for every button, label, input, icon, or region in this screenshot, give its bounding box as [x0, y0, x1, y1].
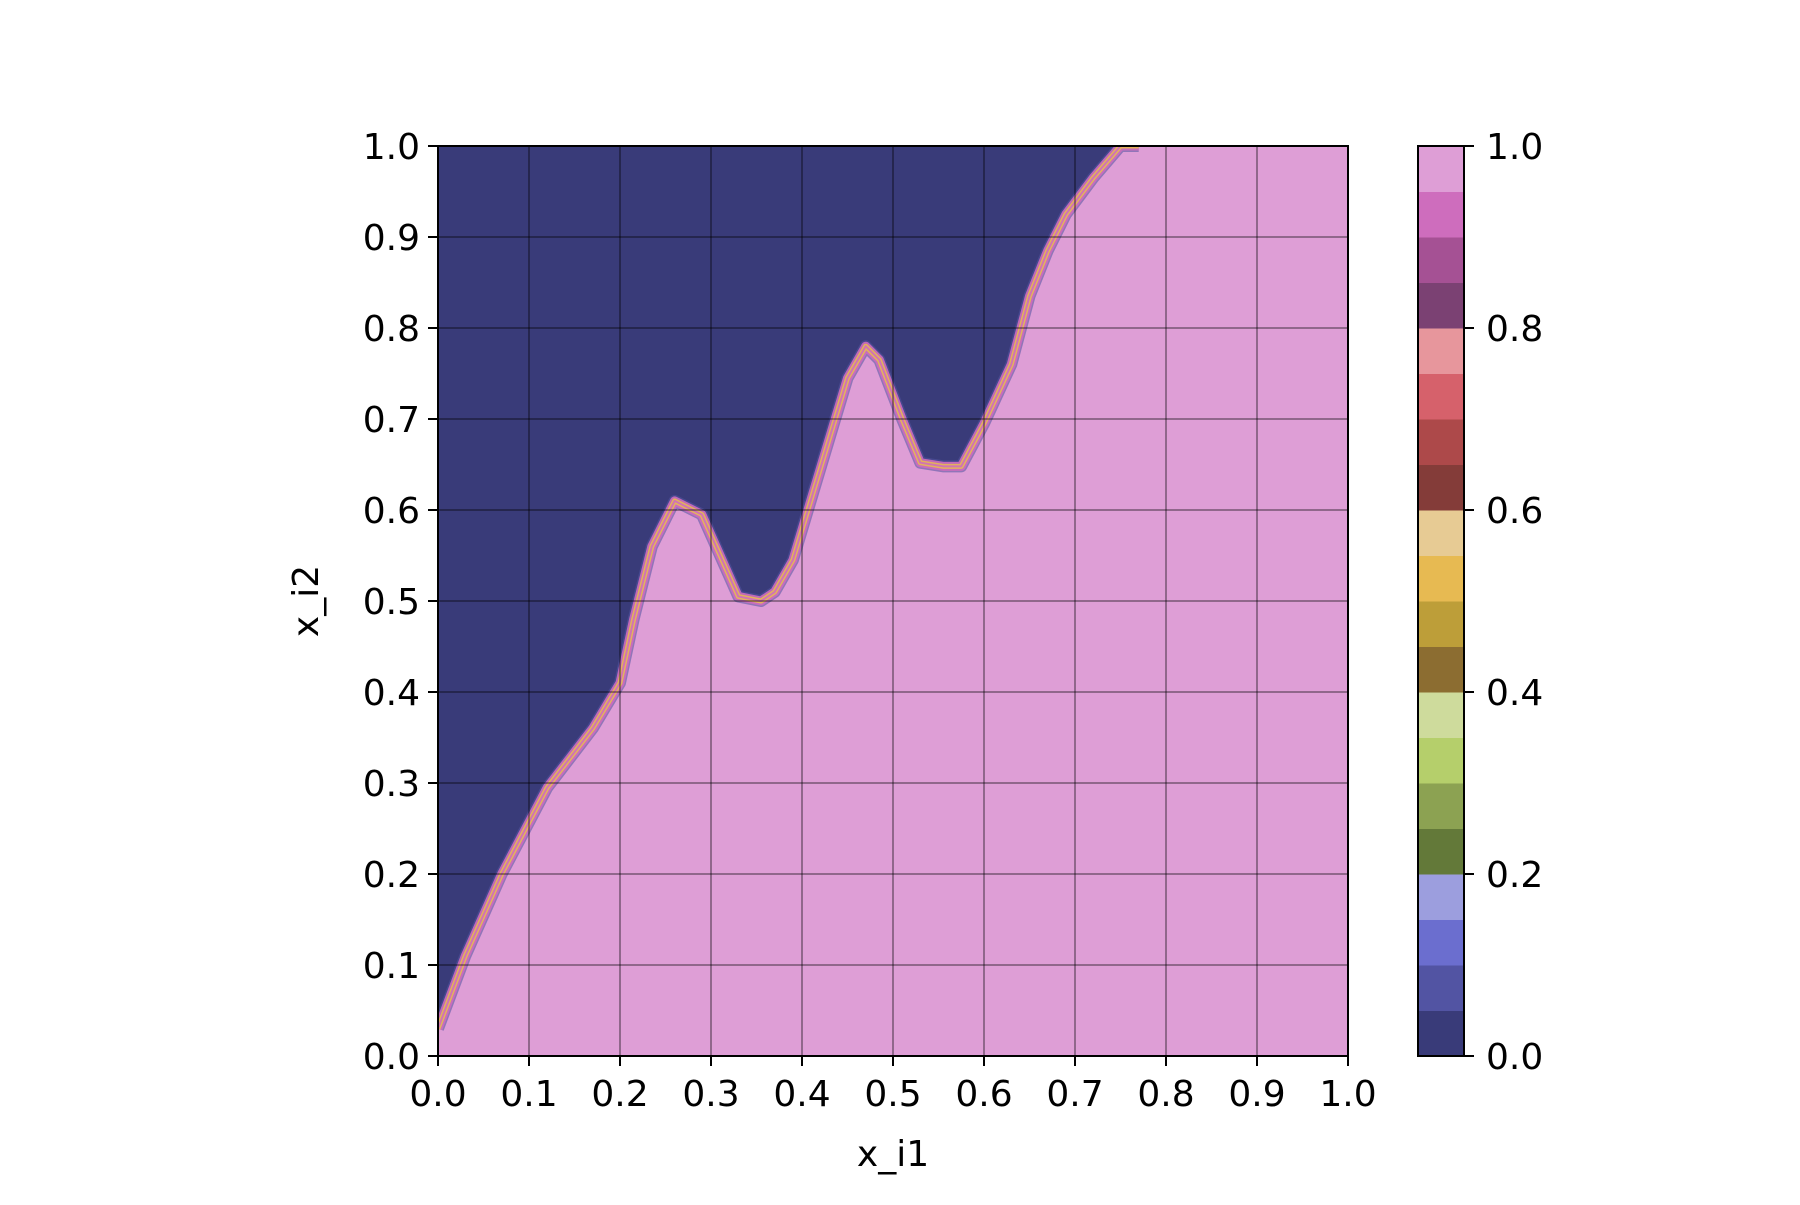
- x-tick-label: 0.2: [591, 1074, 648, 1115]
- x-tick-label: 0.7: [1046, 1074, 1103, 1115]
- y-tick-label: 0.0: [363, 1037, 420, 1078]
- y-tick-label: 0.4: [363, 673, 420, 714]
- y-tick-label: 0.5: [363, 582, 420, 623]
- colorbar-swatch: [1418, 601, 1464, 647]
- colorbar-swatch: [1418, 328, 1464, 374]
- colorbar-tick-label: 0.4: [1486, 673, 1543, 714]
- x-tick-label: 1.0: [1319, 1074, 1376, 1115]
- colorbar-swatch: [1418, 191, 1464, 238]
- x-tick-label: 0.9: [1228, 1074, 1285, 1115]
- colorbar-tick-label: 0.2: [1486, 855, 1543, 896]
- colorbar-swatch: [1418, 828, 1464, 875]
- colorbar-tick-label: 0.6: [1486, 491, 1543, 532]
- colorbar-swatch: [1418, 783, 1464, 829]
- x-tick-label: 0.8: [1137, 1074, 1194, 1115]
- x-tick-label: 0.1: [500, 1074, 557, 1115]
- x-tick-label: 0.3: [682, 1074, 739, 1115]
- y-tick-label: 0.8: [363, 309, 420, 350]
- colorbar-swatch: [1418, 282, 1464, 329]
- colorbar-tick-label: 1.0: [1486, 127, 1543, 168]
- y-axis-label: x_i2: [286, 565, 327, 637]
- region-low: [438, 146, 1139, 1029]
- colorbar-swatch: [1418, 874, 1464, 920]
- colorbar-swatch: [1418, 965, 1464, 1011]
- y-tick-label: 0.3: [363, 764, 420, 805]
- colorbar-swatch: [1418, 1010, 1464, 1057]
- y-tick-label: 0.1: [363, 946, 420, 987]
- plot-area: 0.0 0.1 0.2 0.3 0.4 0.5 0.6 0.7 0.8 0.9 1.0 0.0 0.1 0…: [363, 127, 1377, 1115]
- x-tick-label: 0.5: [864, 1074, 921, 1115]
- y-tick-label: 1.0: [363, 127, 420, 168]
- colorbar-swatch: [1418, 646, 1464, 693]
- y-tick-label: 0.2: [363, 855, 420, 896]
- colorbar-swatch: [1418, 555, 1464, 602]
- colorbar-swatch: [1418, 146, 1464, 192]
- colorbar-tick-label: 0.0: [1486, 1037, 1543, 1078]
- y-tick-label: 0.9: [363, 218, 420, 259]
- colorbar-swatch: [1418, 692, 1464, 738]
- x-axis-label: x_i1: [857, 1134, 929, 1175]
- colorbar-frame: [1417, 145, 1465, 1057]
- colorbar-swatch: [1418, 510, 1464, 556]
- boundary-band: [438, 146, 1139, 1030]
- x-tick-label: 0.6: [955, 1074, 1012, 1115]
- colorbar-swatch: [1418, 919, 1464, 966]
- colorbar-swatch: [1418, 419, 1464, 465]
- colorbar-swatch: [1418, 464, 1464, 511]
- y-tick-label: 0.6: [363, 491, 420, 532]
- x-tick-label: 0.0: [409, 1074, 466, 1115]
- colorbar-swatch: [1418, 373, 1464, 420]
- colorbar: 0.0 0.2 0.4 0.6 0.8 1.0: [1417, 127, 1543, 1078]
- y-tick-label: 0.7: [363, 400, 420, 441]
- x-tick-label: 0.4: [773, 1074, 830, 1115]
- colorbar-tick-label: 0.8: [1486, 309, 1543, 350]
- colorbar-swatch: [1418, 237, 1464, 283]
- colorbar-swatch: [1418, 737, 1464, 784]
